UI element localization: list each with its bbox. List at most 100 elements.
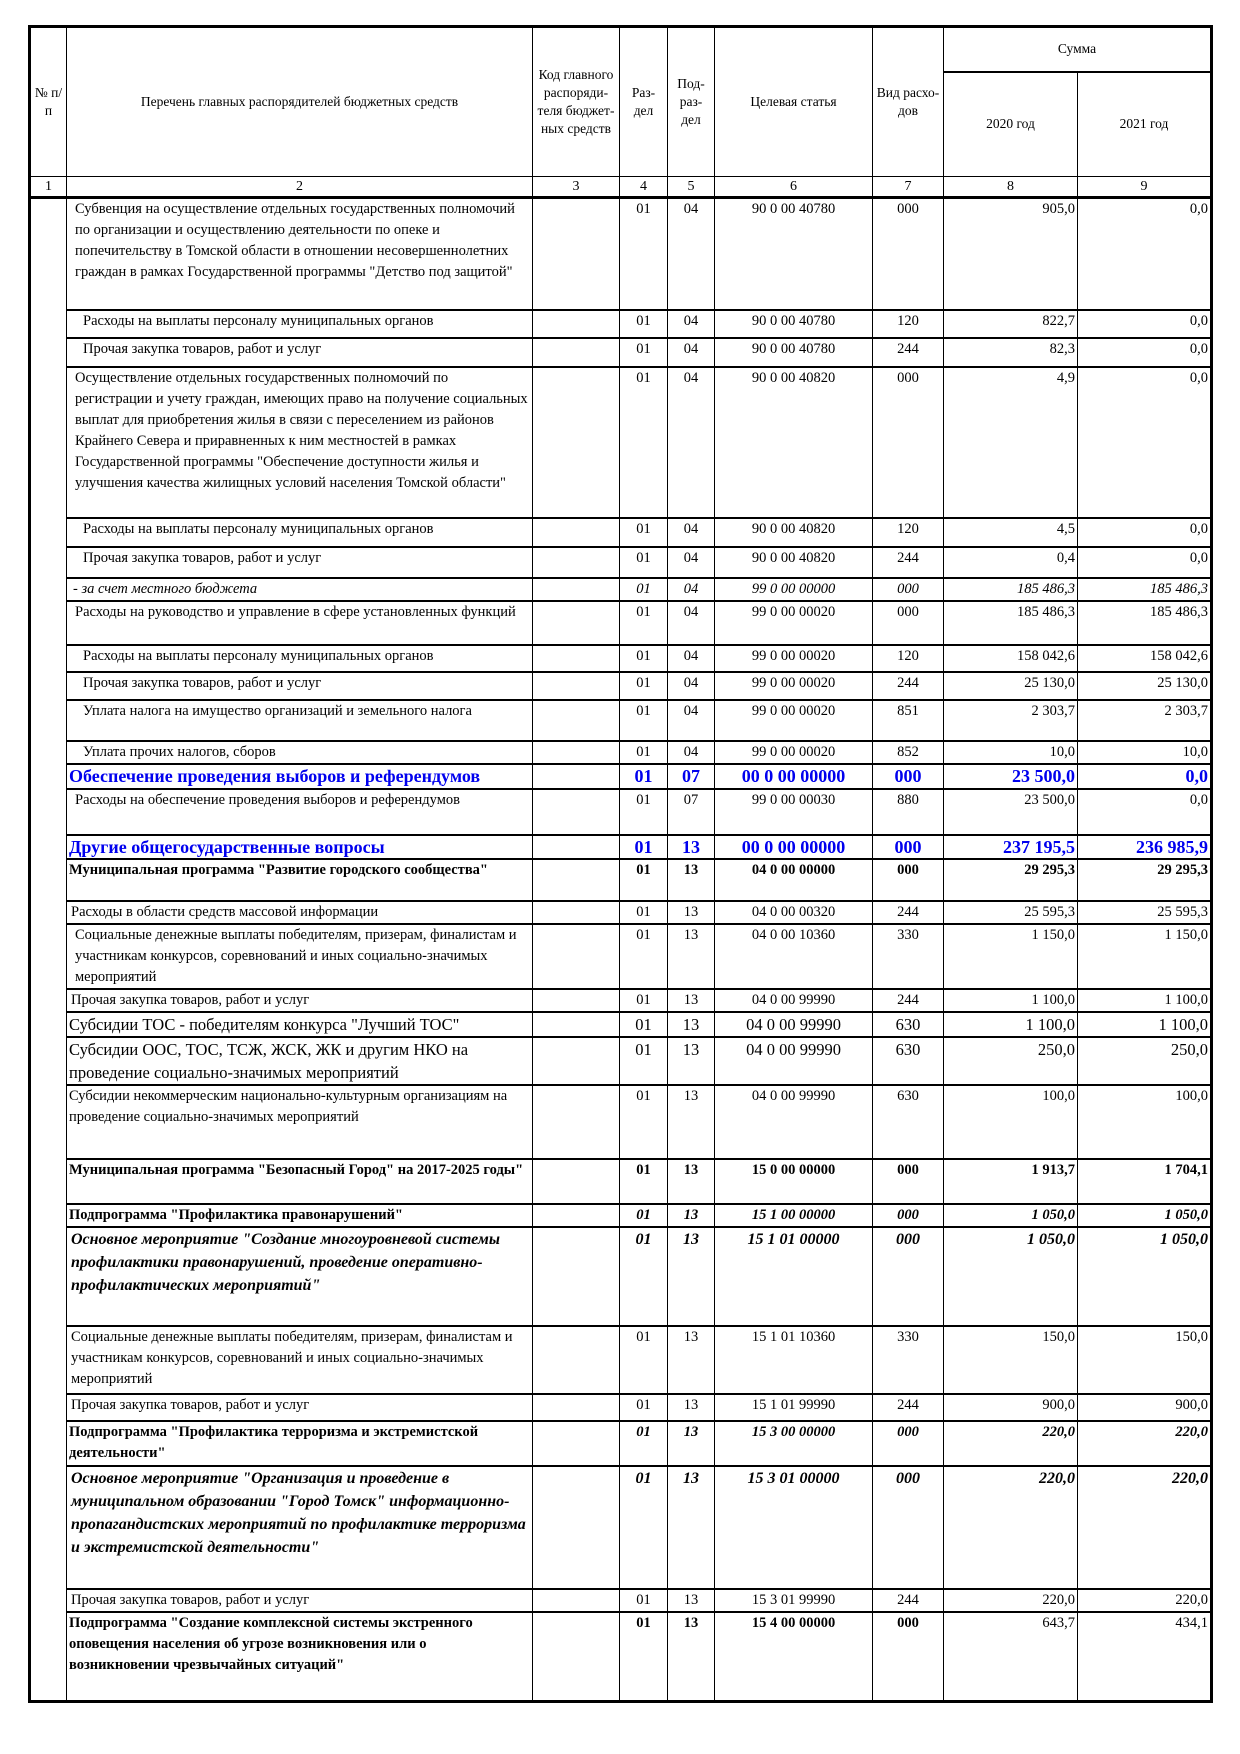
row-sum-2021: 0,0: [1076, 308, 1213, 339]
table-row: Муниципальная программа "Безопасный Горо…: [30, 1157, 1213, 1205]
row-sum-2021: 158 042,6: [1076, 643, 1213, 673]
row-code: [532, 1324, 620, 1395]
table-row: Расходы на выплаты персоналу муниципальн…: [30, 643, 1213, 673]
row-code: [532, 1010, 620, 1038]
table-row: Субсидии некоммерческим национально-куль…: [30, 1083, 1213, 1160]
row-subsection: 04: [667, 698, 715, 742]
row-section: 01: [619, 516, 668, 548]
row-sum-2021: 900,0: [1076, 1392, 1213, 1422]
row-code: [532, 1610, 620, 1703]
row-type: 000: [872, 1419, 944, 1467]
table-row: Субсидии ТОС - победителям конкурса "Луч…: [30, 1010, 1213, 1038]
row-type: 244: [872, 1587, 944, 1613]
row-sum-2020: 237 195,5: [943, 833, 1078, 860]
row-sum-2021: 220,0: [1076, 1419, 1213, 1467]
row-sum-2021: 150,0: [1076, 1324, 1213, 1395]
row-code: [532, 1202, 620, 1228]
row-sum-2020: 185 486,3: [943, 576, 1078, 602]
row-subsection: 04: [667, 516, 715, 548]
header-2021: 2021 год: [1076, 71, 1213, 177]
row-code: [532, 899, 620, 925]
row-section: 01: [619, 1324, 668, 1395]
row-sum-2021: 0,0: [1076, 365, 1213, 519]
table-row: Основное мероприятие "Создание многоуров…: [30, 1225, 1213, 1327]
row-name: Осуществление отдельных государственных …: [66, 365, 533, 519]
row-section: 01: [619, 1035, 668, 1086]
row-sum-2021: 1 100,0: [1076, 1010, 1213, 1038]
row-sum-2021: 0,0: [1076, 787, 1213, 836]
row-sum-2021: 0,0: [1076, 545, 1213, 579]
row-target: 00 0 00 00000: [714, 762, 873, 790]
row-type: 000: [872, 833, 944, 860]
row-target: 15 4 00 00000: [714, 1610, 873, 1703]
row-section: 01: [619, 987, 668, 1013]
row-sum-2020: 4,9: [943, 365, 1078, 519]
column-number: 7: [872, 176, 944, 199]
row-sum-2020: 900,0: [943, 1392, 1078, 1422]
row-type: 000: [872, 576, 944, 602]
row-subsection: 07: [667, 762, 715, 790]
row-sum-2021: 10,0: [1076, 739, 1213, 765]
header-target: Целевая статья: [714, 26, 873, 177]
row-target: 99 0 00 00030: [714, 787, 873, 836]
row-section: 01: [619, 833, 668, 860]
table-row: Прочая закупка товаров, работ и услуг 01 1…: [30, 987, 1213, 1013]
budget-table: № п/п Перечень главных распорядителей бю…: [28, 25, 1214, 1703]
row-code: [532, 670, 620, 701]
row-section: 01: [619, 545, 668, 579]
table-row: Расходы на обеспечение проведения выборо…: [30, 787, 1213, 836]
row-sum-2020: 1 050,0: [943, 1225, 1078, 1327]
row-target: 90 0 00 40780: [714, 308, 873, 339]
row-sum-2021: 185 486,3: [1076, 599, 1213, 646]
row-section: 01: [619, 308, 668, 339]
row-type: 000: [872, 762, 944, 790]
row-sum-2021: 1 150,0: [1076, 922, 1213, 990]
table-row: Социальные денежные выплаты победителям,…: [30, 1324, 1213, 1395]
row-code: [532, 698, 620, 742]
row-section: 01: [619, 196, 668, 311]
row-code: [532, 833, 620, 860]
row-type: 120: [872, 308, 944, 339]
row-sum-2021: 100,0: [1076, 1083, 1213, 1160]
row-name: Расходы на руководство и управление в сф…: [66, 599, 533, 646]
row-name: Расходы на выплаты персоналу муниципальн…: [66, 516, 533, 548]
row-sum-2020: 185 486,3: [943, 599, 1078, 646]
row-section: 01: [619, 1225, 668, 1327]
row-sum-2021: 1 050,0: [1076, 1225, 1213, 1327]
row-section: 01: [619, 787, 668, 836]
column-number: 9: [1076, 176, 1213, 199]
row-code: [532, 1157, 620, 1205]
row-name: Субсидии ООС, ТОС, ТСЖ, ЖСК, ЖК и другим…: [66, 1035, 533, 1086]
row-subsection: 04: [667, 599, 715, 646]
row-target: 04 0 00 99990: [714, 987, 873, 1013]
row-code: [532, 857, 620, 902]
row-sum-2020: 220,0: [943, 1587, 1078, 1613]
row-name: Субвенция на осуществление отдельных гос…: [66, 196, 533, 311]
table-row: Прочая закупка товаров, работ и услуг 01 1…: [30, 1587, 1213, 1613]
row-subsection: 13: [667, 922, 715, 990]
row-type: 630: [872, 1035, 944, 1086]
row-name: Субсидии некоммерческим национально-куль…: [66, 1083, 533, 1160]
row-target: 15 0 00 00000: [714, 1157, 873, 1205]
row-code: [532, 1464, 620, 1590]
row-name: Расходы на обеспечение проведения выборо…: [66, 787, 533, 836]
row-sum-2020: 100,0: [943, 1083, 1078, 1160]
table-row: Осуществление отдельных государственных …: [30, 365, 1213, 519]
row-subsection: 04: [667, 643, 715, 673]
row-code: [532, 1225, 620, 1327]
row-sum-2020: 905,0: [943, 196, 1078, 311]
row-sum-2020: 1 150,0: [943, 922, 1078, 990]
row-name: Муниципальная программа "Безопасный Горо…: [66, 1157, 533, 1205]
row-type: 852: [872, 739, 944, 765]
row-sum-2020: 23 500,0: [943, 787, 1078, 836]
row-section: 01: [619, 857, 668, 902]
row-target: 04 0 00 99990: [714, 1083, 873, 1160]
row-target: 04 0 00 99990: [714, 1035, 873, 1086]
table-row: Расходы на выплаты персоналу муниципальн…: [30, 516, 1213, 548]
column-number: 5: [667, 176, 715, 199]
row-subsection: 07: [667, 787, 715, 836]
table-row: Прочая закупка товаров, работ и услуг 01 1…: [30, 1392, 1213, 1422]
table-row: Уплата прочих налогов, сборов 01 04 99 0 00…: [30, 739, 1213, 765]
row-code: [532, 643, 620, 673]
